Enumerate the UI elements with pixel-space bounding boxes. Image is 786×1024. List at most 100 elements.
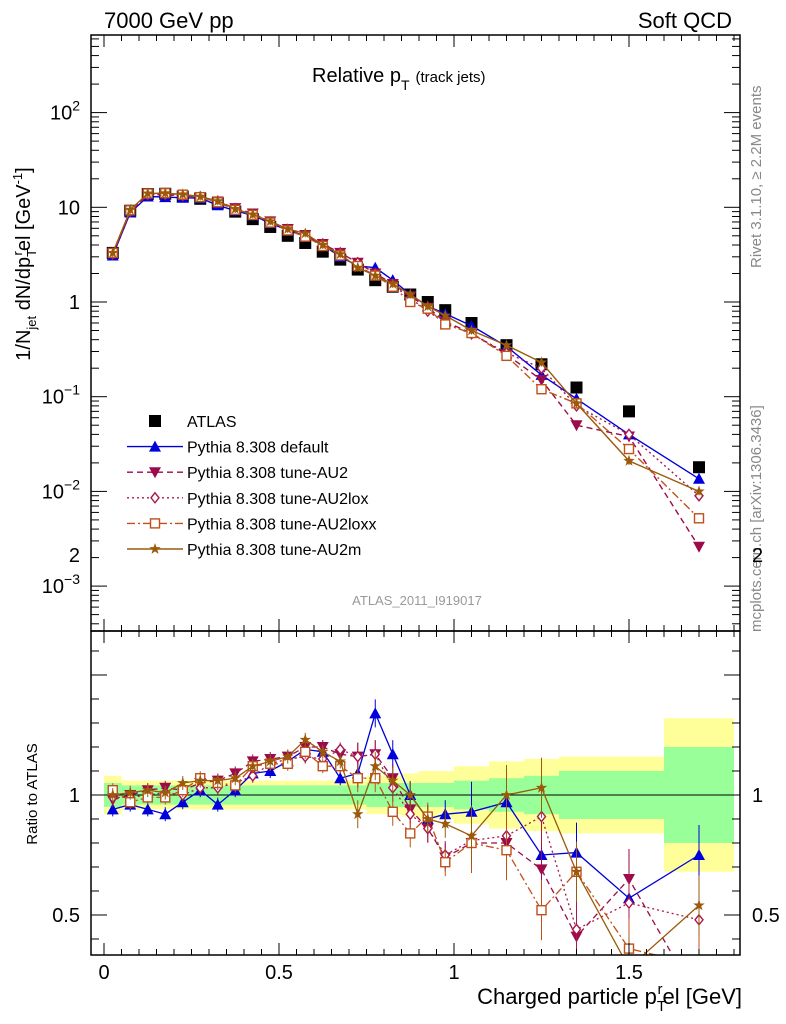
ratio-point-AU2m <box>212 774 224 786</box>
ratio-y-tick-label: 0.5 <box>52 905 80 927</box>
y-tick-label: 1 <box>69 292 80 314</box>
data-point-AU2m <box>107 246 119 258</box>
data-point-AU2m <box>422 300 434 312</box>
ratio-point-AU2m <box>194 774 206 786</box>
data-point-AU2m <box>404 288 416 300</box>
legend-label-ATLAS: ATLAS <box>187 414 237 431</box>
header-right: Soft QCD <box>638 8 732 33</box>
data-point-AU2loxx <box>623 443 635 455</box>
legend-label-AU2: Pythia 8.308 tune-AU2 <box>187 465 348 482</box>
ratio-point-AU2loxx <box>317 761 328 772</box>
ratio-point-default <box>106 803 119 815</box>
y-tick-label: 102 <box>50 98 80 125</box>
ratio-point-AU2 <box>535 864 548 876</box>
y-tick-label: 10−3 <box>42 571 80 598</box>
plot-title: Relative pT (track jets) <box>312 65 486 93</box>
ratio-point-default <box>159 808 172 820</box>
ratio-point-AU2lox <box>195 781 206 794</box>
legend-label-AU2m: Pythia 8.308 tune-AU2m <box>187 542 361 559</box>
rivet-version-label: Rivet 3.1.10, ≥ 2.2M events <box>748 86 765 269</box>
data-point-AU2m <box>387 278 399 289</box>
ratio-plot-data <box>91 699 740 970</box>
data-point-AU2loxx <box>440 319 451 330</box>
legend-marker-AU2lox <box>150 491 160 504</box>
legend-marker-AU2loxx <box>149 518 161 529</box>
data-point-AU2m <box>229 203 241 214</box>
ratio-point-AU2m <box>465 829 478 841</box>
ratio-point-AU2lox <box>571 923 582 936</box>
main-y-axis-label: 1/Njet dN/dpTrel [GeV-1] <box>10 167 39 360</box>
data-point-AU2loxx <box>536 384 547 395</box>
legend-marker-ATLAS <box>149 415 161 427</box>
y-tick-label: 10−1 <box>42 382 80 409</box>
ratio-y-tick-label-right: 2 <box>752 545 763 567</box>
ratio-point-AU2m <box>317 745 329 757</box>
ratio-point-default <box>141 803 154 815</box>
ratio-point-AU2m <box>299 733 311 745</box>
analysis-id: ATLAS_2011_I919017 <box>352 593 482 608</box>
x-axis-label: Charged particle pTrel [GeV] <box>477 981 742 1015</box>
ratio-line-AU2loxx <box>112 750 659 955</box>
data-point-ATLAS <box>693 461 705 474</box>
ratio-point-AU2lox <box>247 769 258 782</box>
ratio-line-default <box>112 711 700 900</box>
data-point-AU2m <box>212 195 224 206</box>
ratio-point-AU2m <box>535 781 548 793</box>
ratio-point-default <box>386 748 399 760</box>
data-point-AU2m <box>194 190 206 202</box>
legend: ATLAS Pythia 8.308 default Pythia 8.308 tu… <box>127 414 376 559</box>
ratio-point-AU2m <box>247 760 259 772</box>
legend-label-AU2lox: Pythia 8.308 tune-AU2lox <box>187 491 368 508</box>
ratio-point-AU2m <box>693 899 705 911</box>
data-point-AU2 <box>570 420 583 432</box>
ratio-point-AU2m <box>352 808 364 820</box>
legend-label-AU2loxx: Pythia 8.308 tune-AU2loxx <box>187 516 376 533</box>
ratio-point-AU2m <box>334 755 346 767</box>
ratio-y-tick-label: 1 <box>69 785 80 807</box>
data-point-AU2m <box>247 208 259 220</box>
data-point-AU2m <box>352 261 364 273</box>
ratio-point-AU2m <box>500 789 513 800</box>
ratio-point-AU2m <box>439 817 451 829</box>
ratio-point-default <box>334 772 347 784</box>
ratio-point-AU2m <box>142 784 154 796</box>
data-point-AU2m <box>124 203 136 215</box>
ratio-point-default <box>693 849 705 860</box>
data-point-AU2m <box>535 356 548 368</box>
ratio-point-AU2loxx <box>695 961 704 970</box>
data-point-AU2m <box>465 324 478 336</box>
series-line-AU2m <box>112 192 700 493</box>
ratio-point-AU2m <box>369 760 381 772</box>
legend-marker-default <box>149 440 161 452</box>
axes: 0 0.5 1 1.5 10−3 10−2 10−1 1 10 102 0.5 0.5 1 1 2 2 <box>42 34 780 984</box>
data-point-AU2m <box>317 239 329 250</box>
ratio-point-AU2m <box>570 865 583 877</box>
data-point-ATLAS <box>570 381 583 394</box>
y-tick-label: 10 <box>58 197 80 219</box>
ratio-point-AU2m <box>387 774 399 786</box>
legend-marker-AU2m <box>149 543 161 554</box>
mcplots-label: mcplots.cern.ch [arXiv:1306.3436] <box>748 405 765 632</box>
x-tick-label: 1 <box>448 962 459 984</box>
ratio-y-tick-label-right: 1 <box>752 785 763 807</box>
ratio-point-AU2m <box>282 750 294 762</box>
ratio-point-default <box>369 707 382 719</box>
ratio-point-AU2m <box>177 777 189 788</box>
main-plot-data <box>106 187 705 553</box>
data-point-AU2m <box>177 188 189 200</box>
data-point-AU2m <box>159 187 171 198</box>
ratio-point-AU2m <box>124 786 136 798</box>
ratio-point-AU2loxx <box>300 746 311 757</box>
data-point-AU2m <box>264 215 276 227</box>
data-point-AU2m <box>439 309 451 321</box>
data-point-AU2loxx <box>501 350 512 362</box>
ratio-point-AU2m <box>404 789 416 800</box>
ratio-point-AU2loxx <box>536 905 547 916</box>
ratio-point-AU2loxx <box>387 806 398 817</box>
ratio-point-AU2m <box>422 813 434 824</box>
ratio-point-AU2loxx <box>440 857 451 868</box>
data-point-AU2m <box>142 187 154 199</box>
ratio-point-AU2m <box>107 789 119 800</box>
legend-label-default: Pythia 8.308 default <box>187 440 329 457</box>
